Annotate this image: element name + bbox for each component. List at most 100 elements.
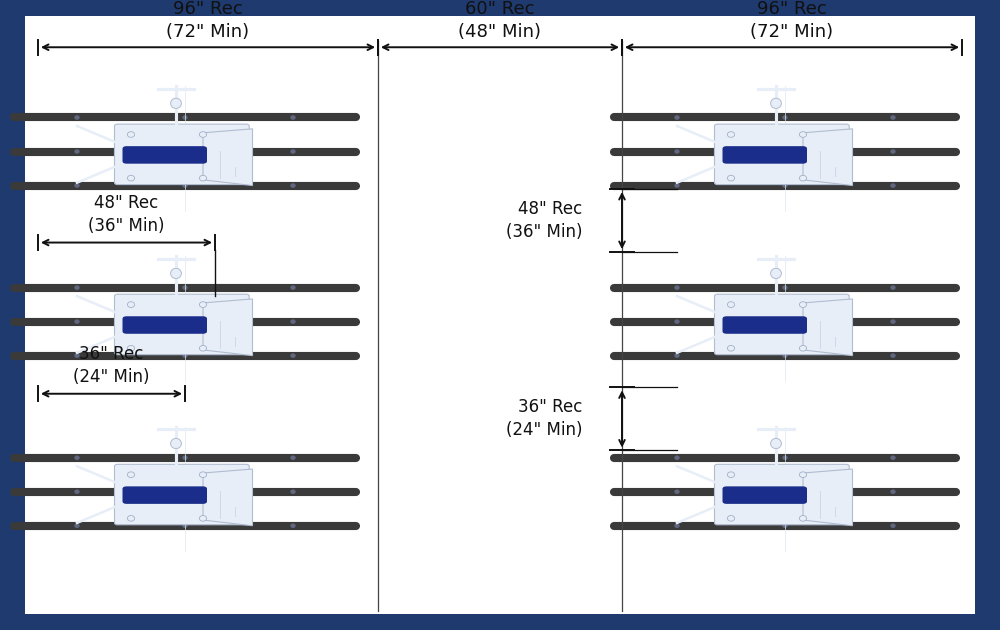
Ellipse shape [727, 515, 735, 521]
Ellipse shape [182, 149, 188, 154]
FancyBboxPatch shape [722, 316, 807, 334]
Ellipse shape [674, 319, 680, 324]
Ellipse shape [674, 490, 680, 494]
Ellipse shape [782, 490, 788, 494]
Ellipse shape [799, 515, 807, 521]
FancyBboxPatch shape [722, 146, 807, 164]
Ellipse shape [182, 115, 188, 120]
Ellipse shape [890, 455, 896, 460]
Ellipse shape [890, 183, 896, 188]
Ellipse shape [199, 515, 207, 521]
Ellipse shape [199, 132, 207, 137]
Ellipse shape [171, 268, 181, 278]
Ellipse shape [199, 175, 207, 181]
FancyBboxPatch shape [714, 294, 849, 355]
Ellipse shape [782, 285, 788, 290]
Ellipse shape [771, 438, 781, 449]
Ellipse shape [727, 302, 735, 307]
Ellipse shape [182, 524, 188, 528]
Ellipse shape [674, 353, 680, 358]
Ellipse shape [727, 472, 735, 478]
Ellipse shape [799, 302, 807, 307]
Ellipse shape [127, 302, 135, 307]
Ellipse shape [674, 455, 680, 460]
Ellipse shape [199, 472, 207, 478]
FancyBboxPatch shape [722, 486, 807, 504]
Ellipse shape [890, 115, 896, 120]
Text: 36" Rec
(24" Min): 36" Rec (24" Min) [506, 399, 582, 439]
Ellipse shape [782, 149, 788, 154]
Ellipse shape [674, 149, 680, 154]
Ellipse shape [290, 319, 296, 324]
Ellipse shape [771, 268, 781, 278]
Ellipse shape [890, 353, 896, 358]
Text: 96" Rec
(72" Min): 96" Rec (72" Min) [750, 1, 834, 41]
Ellipse shape [199, 345, 207, 351]
Text: 36" Rec
(24" Min): 36" Rec (24" Min) [73, 345, 150, 386]
Ellipse shape [727, 175, 735, 181]
Ellipse shape [74, 319, 80, 324]
Ellipse shape [74, 455, 80, 460]
Ellipse shape [127, 132, 135, 137]
Ellipse shape [127, 472, 135, 478]
Ellipse shape [290, 285, 296, 290]
Ellipse shape [290, 183, 296, 188]
Ellipse shape [127, 175, 135, 181]
FancyBboxPatch shape [114, 124, 249, 185]
Ellipse shape [182, 490, 188, 494]
Ellipse shape [782, 524, 788, 528]
Ellipse shape [290, 455, 296, 460]
Ellipse shape [290, 149, 296, 154]
Ellipse shape [290, 115, 296, 120]
Ellipse shape [782, 353, 788, 358]
Ellipse shape [74, 490, 80, 494]
FancyBboxPatch shape [122, 486, 207, 504]
Polygon shape [803, 129, 852, 185]
Ellipse shape [674, 183, 680, 188]
Ellipse shape [74, 183, 80, 188]
Ellipse shape [890, 524, 896, 528]
Polygon shape [803, 299, 852, 355]
Text: 48" Rec
(36" Min): 48" Rec (36" Min) [506, 200, 582, 241]
Ellipse shape [74, 524, 80, 528]
Polygon shape [803, 469, 852, 525]
Ellipse shape [674, 115, 680, 120]
Ellipse shape [127, 345, 135, 351]
Ellipse shape [182, 183, 188, 188]
Ellipse shape [799, 132, 807, 137]
Ellipse shape [182, 319, 188, 324]
Ellipse shape [290, 490, 296, 494]
Ellipse shape [890, 319, 896, 324]
Ellipse shape [290, 353, 296, 358]
FancyBboxPatch shape [114, 294, 249, 355]
Ellipse shape [782, 455, 788, 460]
Ellipse shape [799, 345, 807, 351]
Ellipse shape [727, 132, 735, 137]
FancyBboxPatch shape [122, 316, 207, 334]
FancyBboxPatch shape [714, 464, 849, 525]
Ellipse shape [890, 490, 896, 494]
Ellipse shape [182, 455, 188, 460]
FancyBboxPatch shape [714, 124, 849, 185]
Ellipse shape [799, 472, 807, 478]
Ellipse shape [674, 285, 680, 290]
Ellipse shape [674, 524, 680, 528]
Text: 48" Rec
(36" Min): 48" Rec (36" Min) [88, 194, 165, 234]
Ellipse shape [771, 98, 781, 108]
Ellipse shape [782, 319, 788, 324]
Ellipse shape [782, 115, 788, 120]
FancyBboxPatch shape [122, 146, 207, 164]
Ellipse shape [890, 285, 896, 290]
Ellipse shape [127, 515, 135, 521]
Polygon shape [203, 129, 252, 185]
Ellipse shape [727, 345, 735, 351]
Ellipse shape [182, 285, 188, 290]
Ellipse shape [74, 115, 80, 120]
FancyBboxPatch shape [25, 16, 975, 614]
Ellipse shape [74, 285, 80, 290]
FancyBboxPatch shape [114, 464, 249, 525]
Ellipse shape [799, 175, 807, 181]
Ellipse shape [890, 149, 896, 154]
Ellipse shape [74, 353, 80, 358]
Ellipse shape [74, 149, 80, 154]
